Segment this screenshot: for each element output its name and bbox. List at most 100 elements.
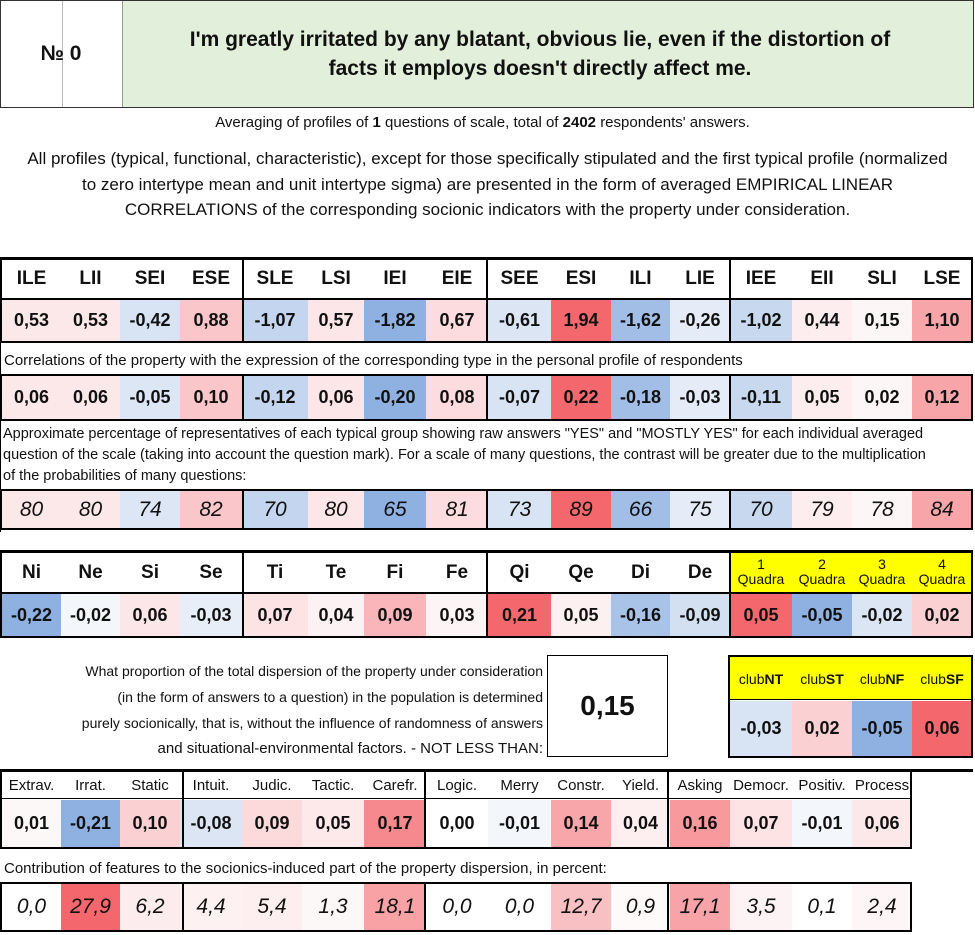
grid-line bbox=[242, 374, 244, 421]
trait-value: 0,16 bbox=[670, 800, 730, 847]
grid-line bbox=[424, 769, 426, 849]
trait-label: Logic. bbox=[436, 776, 478, 794]
summary-n-respondents: 2402 bbox=[562, 114, 597, 131]
pct-value: 84 bbox=[912, 491, 972, 528]
pct-value: 82 bbox=[180, 491, 242, 528]
function-label: Ne bbox=[78, 562, 103, 583]
quadra-value: 0,05 bbox=[730, 594, 792, 636]
club-prefix: club bbox=[920, 670, 946, 687]
trait-value: 0,01 bbox=[2, 800, 61, 847]
corr-value: -0,12 bbox=[242, 376, 308, 419]
grid-line bbox=[242, 489, 244, 530]
contrib-value: 2,4 bbox=[852, 884, 912, 930]
quadra-number: 1 bbox=[757, 556, 765, 572]
corr-value: 0,06 bbox=[61, 376, 120, 419]
contrib-value: 0,0 bbox=[426, 884, 488, 930]
trait-label: Democr. bbox=[733, 776, 789, 794]
quadra-header: 2 Quadra bbox=[792, 553, 852, 593]
header-question-bg bbox=[122, 1, 973, 107]
type-value: 0,53 bbox=[61, 300, 120, 341]
function-value: 0,07 bbox=[242, 594, 308, 636]
type-value: 0,88 bbox=[180, 300, 242, 341]
grid-line bbox=[242, 257, 244, 343]
corr-value: 0,12 bbox=[912, 376, 972, 419]
grid-line bbox=[486, 489, 488, 530]
club-name: NT bbox=[764, 670, 784, 687]
quadra-number: 4 bbox=[938, 556, 946, 572]
trait-label: Constr. bbox=[557, 776, 605, 794]
club-value: -0,05 bbox=[852, 701, 912, 756]
trait-label: Process bbox=[854, 776, 910, 794]
pct-value: 79 bbox=[792, 491, 852, 528]
function-value: -0,09 bbox=[670, 594, 730, 636]
grid-line bbox=[0, 257, 2, 343]
type-value: 0,44 bbox=[792, 300, 852, 341]
grid-line bbox=[971, 257, 973, 343]
quadra-value: -0,05 bbox=[792, 594, 852, 636]
function-value: -0,03 bbox=[180, 594, 242, 636]
contrib-value: 0,0 bbox=[2, 884, 61, 930]
pct-value: 80 bbox=[61, 491, 120, 528]
grid-line bbox=[182, 882, 184, 932]
pct-value: 65 bbox=[364, 491, 426, 528]
description-text: All profiles (typical, functional, chara… bbox=[27, 149, 948, 219]
pct-value: 66 bbox=[611, 491, 670, 528]
quadra-number: 3 bbox=[878, 556, 886, 572]
trait-label: Irrat. bbox=[75, 776, 106, 794]
grid-line bbox=[729, 257, 731, 343]
quadra-word: Quadra bbox=[918, 571, 966, 587]
function-label: Si bbox=[141, 562, 159, 583]
type-label: EII bbox=[810, 268, 834, 289]
dispersion-text: What proportion of the total dispersion … bbox=[50, 658, 543, 762]
type-value: 0,15 bbox=[852, 300, 912, 341]
trait-label: Tactic. bbox=[311, 776, 355, 794]
grid-line bbox=[910, 882, 912, 932]
summary-n-questions: 1 bbox=[372, 114, 381, 131]
grid-line bbox=[0, 882, 2, 932]
summary-suffix: respondents' answers. bbox=[600, 114, 750, 131]
grid-line bbox=[667, 769, 669, 849]
corr-value: 0,08 bbox=[426, 376, 488, 419]
function-value: -0,02 bbox=[61, 594, 120, 636]
trait-label: Positiv. bbox=[798, 776, 846, 794]
type-value: -0,26 bbox=[670, 300, 730, 341]
pct-value: 81 bbox=[426, 491, 488, 528]
function-value: 0,03 bbox=[426, 594, 488, 636]
grid-line bbox=[424, 882, 426, 932]
trait-value: 0,06 bbox=[852, 800, 912, 847]
quadra-word: Quadra bbox=[737, 571, 785, 587]
grid-line bbox=[728, 655, 730, 758]
type-value: -0,61 bbox=[488, 300, 551, 341]
corr-value: 0,06 bbox=[2, 376, 61, 419]
trait-value: 0,09 bbox=[242, 800, 302, 847]
corr-value: -0,05 bbox=[120, 376, 180, 419]
club-header: club ST bbox=[792, 657, 852, 700]
contrib-value: 0,1 bbox=[792, 884, 852, 930]
contrib-value: 6,2 bbox=[120, 884, 180, 930]
grid-line bbox=[910, 769, 912, 849]
club-name: SF bbox=[945, 670, 964, 687]
contrib-value: 12,7 bbox=[551, 884, 611, 930]
trait-value: 0,00 bbox=[426, 800, 488, 847]
corr-value: 0,10 bbox=[180, 376, 242, 419]
type-label: EIE bbox=[441, 268, 473, 289]
grid-line bbox=[971, 550, 973, 638]
corr-value: -0,20 bbox=[364, 376, 426, 419]
club-prefix: club bbox=[800, 670, 826, 687]
grid-line bbox=[667, 882, 669, 932]
grid-line bbox=[0, 489, 2, 530]
function-label: Fi bbox=[386, 562, 404, 583]
trait-value: 0,05 bbox=[302, 800, 364, 847]
summary-middle: questions of scale, total of bbox=[385, 114, 559, 131]
grid-line bbox=[729, 550, 731, 638]
type-value: -0,42 bbox=[120, 300, 180, 341]
pct-value: 80 bbox=[2, 491, 61, 528]
corr-value: -0,03 bbox=[670, 376, 730, 419]
grid-line bbox=[728, 699, 973, 700]
grid-line bbox=[486, 257, 488, 343]
function-label: Ni bbox=[22, 562, 41, 583]
club-header: club NT bbox=[730, 657, 792, 700]
grid-line bbox=[0, 798, 912, 799]
function-label: Qe bbox=[568, 562, 594, 583]
type-value: -1,07 bbox=[242, 300, 308, 341]
